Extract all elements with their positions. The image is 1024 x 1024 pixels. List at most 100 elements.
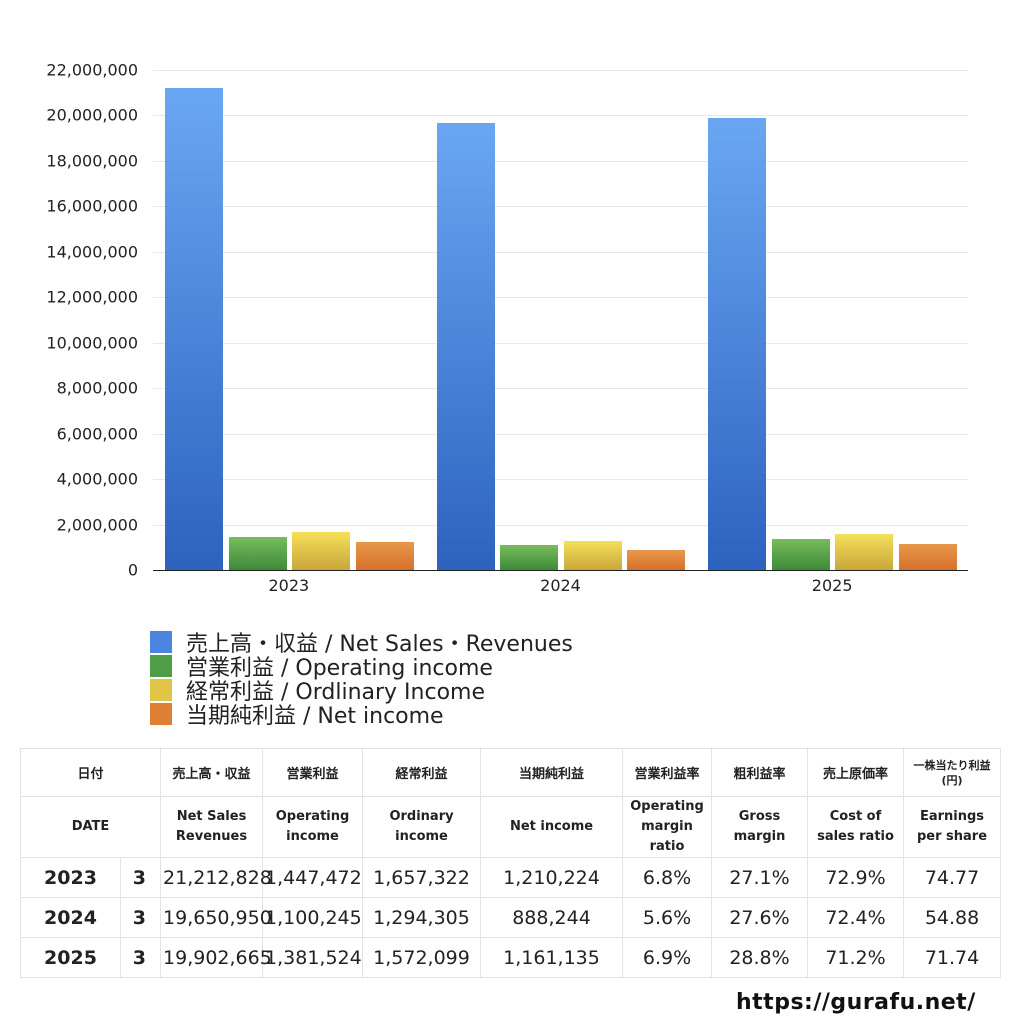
header-om-en-l3: ratio [649,839,685,854]
header-eps-ja-line1: 一株当たり利益 [913,758,991,772]
header-gm-en-l1: Gross [738,809,781,824]
gridline [153,70,968,71]
header-eps-ja: 一株当たり利益 (円) [903,748,1002,797]
header-ordinary-income-ja: 経常利益 [362,748,482,797]
bar-2025-series-0 [708,117,767,570]
y-axis-tick-label: 22,000,000 [46,60,138,80]
cell-net-income: 1,210,224 [480,857,624,898]
gridline [153,388,968,390]
header-eps-en: Earnings per share [903,796,1002,858]
header-net-income-en: Net income [480,796,624,858]
gridline [153,433,968,435]
cell-net-income: 1,161,135 [480,937,624,978]
header-gross-margin-en: Gross margin [711,796,809,858]
y-axis-tick-label: 12,000,000 [46,287,138,307]
header-cr-en-l2: sales ratio [817,829,894,844]
header-net-sales-en-l1: Net Sales [176,809,247,824]
table-row: 2025 3 19,902,665 1,381,524 1,572,099 1,161,1… [20,937,1002,978]
legend-item: 営業利益 / Operating income [150,654,573,681]
gridline [153,251,968,253]
cell-operating-income: 1,100,245 [262,897,364,938]
table-row: 2024 3 19,650,950 1,100,245 1,294,305 888,244… [20,897,1002,938]
legend-swatch-icon [150,655,172,677]
y-axis-tick-label: 16,000,000 [46,196,138,216]
header-ordinary-income-en: Ordinary income [362,796,482,858]
y-axis-tick-label: 6,000,000 [56,424,138,444]
cell-net-sales: 19,902,665 [160,937,272,978]
gridline [153,160,968,162]
cell-ordinary-income: 1,657,322 [362,857,482,898]
bar-2023-series-2 [292,532,350,570]
legend-label: 経常利益 / Ordlinary Income [186,680,485,705]
cell-year: 2025 [20,937,121,978]
chart-legend: 売上高・収益 / Net Sales・Revenues 営業利益 / Operat… [150,630,573,729]
bar-2023-series-3 [355,542,414,570]
legend-swatch-icon [150,679,172,701]
gridline [153,342,968,344]
bar-2024-series-0 [436,123,495,570]
cell-month: 3 [119,937,162,978]
cell-operating-margin: 6.8% [622,857,713,898]
y-axis-tick-label: 20,000,000 [46,105,138,125]
header-cr-en-l1: Cost of [829,809,882,824]
bar-2025-series-2 [835,534,894,570]
header-gm-en-l2: margin [733,829,786,844]
legend-item: 売上高・収益 / Net Sales・Revenues [150,630,573,657]
cell-cost-of-sales-ratio: 72.4% [807,897,905,938]
legend-label: 当期純利益 / Net income [186,704,444,729]
gridline [153,479,968,481]
header-eps-en-l1: Earnings [919,809,985,824]
gridline [153,115,968,117]
header-eps-en-l2: per share [916,829,988,844]
source-url[interactable]: https://gurafu.net/ [736,990,976,1015]
cell-ordinary-income: 1,572,099 [362,937,482,978]
cell-cost-of-sales-ratio: 71.2% [807,937,905,978]
x-axis-tick-label: 2023 [268,576,310,595]
cell-net-sales: 19,650,950 [160,897,272,938]
header-om-en-l2: margin [641,819,693,834]
legend-item: 経常利益 / Ordlinary Income [150,678,573,705]
y-axis-tick-label: 2,000,000 [56,515,138,535]
header-row-en: DATE Net Sales Revenues Operating income O… [19,796,1002,858]
cell-operating-margin: 5.6% [622,897,713,938]
y-axis-tick-label: 18,000,000 [46,151,138,171]
table-body: 2023 3 21,212,828 1,447,472 1,657,322 1,210,2… [20,857,1002,978]
cell-gross-margin: 27.6% [711,897,809,938]
bar-chart: 0 2,000,000 4,000,000 6,000,000 8,000,000 10,… [46,60,968,595]
header-op-en-l1: Operating [275,809,350,824]
header-gross-margin-ja: 粗利益率 [711,748,809,797]
header-operating-margin-en: Operating margin ratio [622,796,713,858]
legend-swatch-icon [150,703,172,725]
y-axis-tick-label: 10,000,000 [46,333,138,353]
financial-table-container: 日付 売上高・収益 営業利益 経常利益 当期純利益 営業利益率 粗利益率 売上原… [19,748,1002,978]
header-ord-en-l1: Ordinary [389,809,454,824]
cell-cost-of-sales-ratio: 72.9% [807,857,905,898]
legend-swatch-icon [150,631,172,653]
bar-2024-series-2 [563,540,622,570]
bar-2023-series-1 [228,537,287,570]
y-axis-tick-label: 8,000,000 [56,378,138,398]
legend-item: 当期純利益 / Net income [150,702,573,729]
y-axis-tick-label: 0 [127,560,138,580]
header-net-sales-ja: 売上高・収益 [160,748,264,797]
cell-operating-income: 1,381,524 [262,937,364,978]
header-date-ja: 日付 [19,748,162,797]
cell-gross-margin: 27.1% [711,857,809,898]
x-axis-line [153,570,968,571]
legend-label: 売上高・収益 / Net Sales・Revenues [186,632,573,657]
cell-net-income: 888,244 [480,897,624,938]
gridline [153,206,968,208]
bar-2024-series-3 [627,549,686,570]
cell-year: 2024 [20,897,121,938]
cell-eps: 71.74 [903,937,1002,978]
header-cost-ratio-en: Cost of sales ratio [807,796,905,858]
cell-operating-margin: 6.9% [622,937,713,978]
header-cost-ratio-ja: 売上原価率 [807,748,905,797]
cell-gross-margin: 28.8% [711,937,809,978]
cell-eps: 54.88 [903,897,1002,938]
gridline [153,297,968,299]
bar-2025-series-3 [898,543,957,570]
y-axis-tick-label: 14,000,000 [46,242,138,262]
x-axis-tick-label: 2025 [811,576,853,595]
cell-net-sales: 21,212,828 [160,857,272,898]
